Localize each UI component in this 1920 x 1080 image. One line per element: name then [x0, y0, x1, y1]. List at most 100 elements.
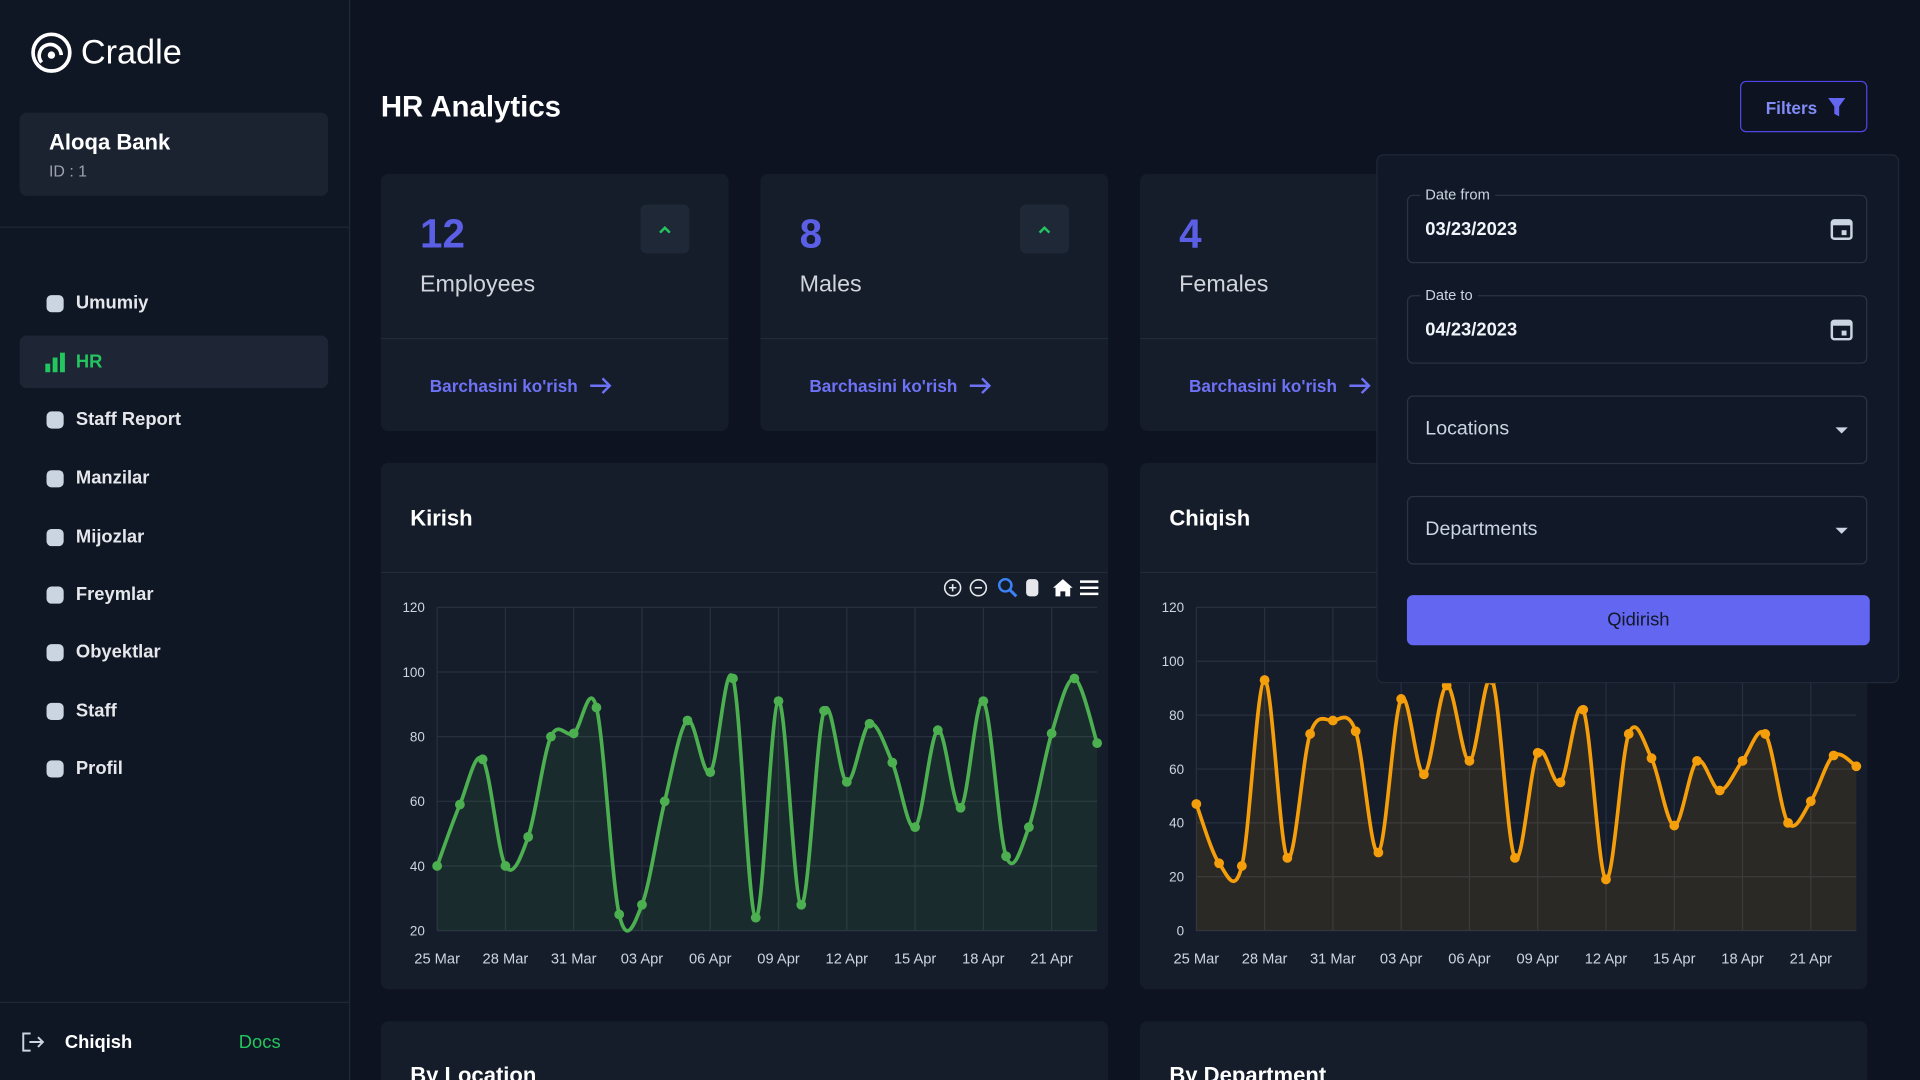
icon-part [1038, 226, 1051, 234]
field-value: 04/23/2023 [1425, 319, 1518, 341]
divider [380, 337, 729, 340]
point [841, 777, 852, 787]
field-label: Date from [1420, 186, 1495, 204]
reset-zoom[interactable] [1053, 579, 1073, 597]
icon-part [589, 377, 612, 394]
stat-value: 4 [1179, 210, 1202, 256]
nav-item[interactable]: Freymlar [20, 568, 329, 621]
x-tick-label: 18 Apr [962, 952, 1005, 968]
icon-part [969, 377, 991, 394]
point [1001, 851, 1012, 862]
point [1305, 729, 1316, 739]
stat-value: 12 [420, 210, 465, 256]
point [500, 861, 511, 871]
point [1092, 738, 1103, 749]
point [568, 728, 579, 739]
nav-label: Umumiy [75, 292, 149, 314]
x-tick-label: 09 Apr [757, 952, 800, 968]
x-tick-label: 25 Mar [1173, 952, 1219, 968]
point [1737, 756, 1748, 766]
select-placeholder: Locations [1425, 418, 1510, 440]
view-all-link[interactable]: Barchasini ko'rish [1189, 375, 1376, 397]
y-tick-label: 120 [402, 600, 424, 615]
icon-part [948, 584, 957, 592]
nav-item[interactable]: Obyektlar [20, 626, 329, 679]
stat-card: 8 Males Barchasini ko'rish [760, 173, 1109, 432]
divider [0, 1001, 349, 1003]
nav-item[interactable]: Staff Report [20, 393, 329, 446]
page-title: HR Analytics [380, 90, 562, 124]
nav-label: Manzilar [75, 467, 150, 489]
nav-item[interactable]: Mijozlar [20, 511, 329, 564]
x-tick-label: 15 Apr [894, 952, 937, 968]
nav-item[interactable]: Umumiy [20, 277, 329, 330]
logout[interactable]: Chiqish [64, 1032, 133, 1054]
icon-part [52, 356, 58, 372]
view-all-link[interactable]: Barchasini ko'rish [809, 375, 996, 397]
caret [1835, 427, 1848, 434]
point [637, 899, 647, 910]
nav-label: Staff Report [75, 408, 182, 430]
point [1214, 858, 1224, 869]
filters-button[interactable]: Filters [1740, 80, 1868, 133]
point [796, 899, 807, 910]
locations-select[interactable]: Locations [1406, 395, 1868, 465]
chart-title: Chiqish [1169, 505, 1250, 530]
point [1046, 728, 1057, 739]
org-name: Aloqa Bank [48, 129, 171, 155]
view-all-link[interactable]: Barchasini ko'rish [430, 375, 617, 397]
point [432, 861, 443, 871]
menu[interactable] [1080, 580, 1099, 596]
y-tick-label: 120 [1162, 600, 1184, 615]
nav-icon [46, 585, 64, 604]
divider [1140, 337, 1488, 340]
nav-item[interactable]: Staff [20, 684, 329, 737]
toggle-button[interactable] [640, 204, 690, 254]
link-label: Barchasini ko'rish [809, 375, 958, 396]
zoom-in[interactable] [943, 579, 962, 597]
field-label: Date to [1420, 286, 1478, 304]
filters-label: Filters [1765, 97, 1818, 118]
point [614, 909, 625, 920]
y-tick-label: 60 [410, 794, 425, 809]
nav-icon [46, 469, 64, 487]
toggle-button[interactable] [1020, 204, 1069, 254]
nav-item[interactable]: Manzilar [20, 452, 329, 505]
divider [0, 226, 349, 228]
logo-icon [31, 32, 72, 73]
y-tick-label: 20 [1169, 870, 1184, 885]
x-tick-label: 09 Apr [1516, 952, 1559, 968]
zoom-select[interactable] [997, 577, 1013, 593]
icon-part [46, 585, 64, 604]
date-to-field[interactable]: Date to 04/23/2023 [1406, 286, 1868, 364]
point [910, 822, 920, 833]
departments-select[interactable]: Departments [1406, 495, 1868, 565]
docs-link[interactable]: Docs [238, 1032, 281, 1054]
point [1419, 769, 1429, 780]
chart-toolbar[interactable] [943, 577, 1099, 598]
date-from-field[interactable]: Date from 03/23/2023 [1406, 186, 1868, 264]
brand: Cradle [80, 33, 182, 72]
point [1601, 874, 1611, 885]
icon-part [46, 643, 64, 661]
submit-button[interactable]: Qidirish [1406, 595, 1870, 646]
nav-icon [46, 643, 64, 661]
nav-item[interactable]: HR [19, 335, 329, 389]
icon-part [46, 759, 64, 777]
point [1069, 673, 1080, 684]
point [1783, 817, 1793, 828]
point [455, 799, 465, 810]
zoom-out[interactable] [969, 579, 988, 597]
org-box[interactable]: Aloqa Bank ID : 1 [19, 112, 329, 196]
icon-part [46, 702, 64, 720]
x-tick-label: 12 Apr [826, 952, 869, 968]
area [437, 675, 1098, 931]
nav-item[interactable]: Profil [20, 742, 329, 795]
nav-label: Staff [75, 700, 117, 722]
pan[interactable] [1026, 579, 1039, 597]
point [1510, 852, 1520, 863]
section-title: By Location [410, 1062, 537, 1080]
x-tick-label: 06 Apr [689, 952, 732, 968]
x-tick-label: 31 Mar [551, 952, 597, 968]
